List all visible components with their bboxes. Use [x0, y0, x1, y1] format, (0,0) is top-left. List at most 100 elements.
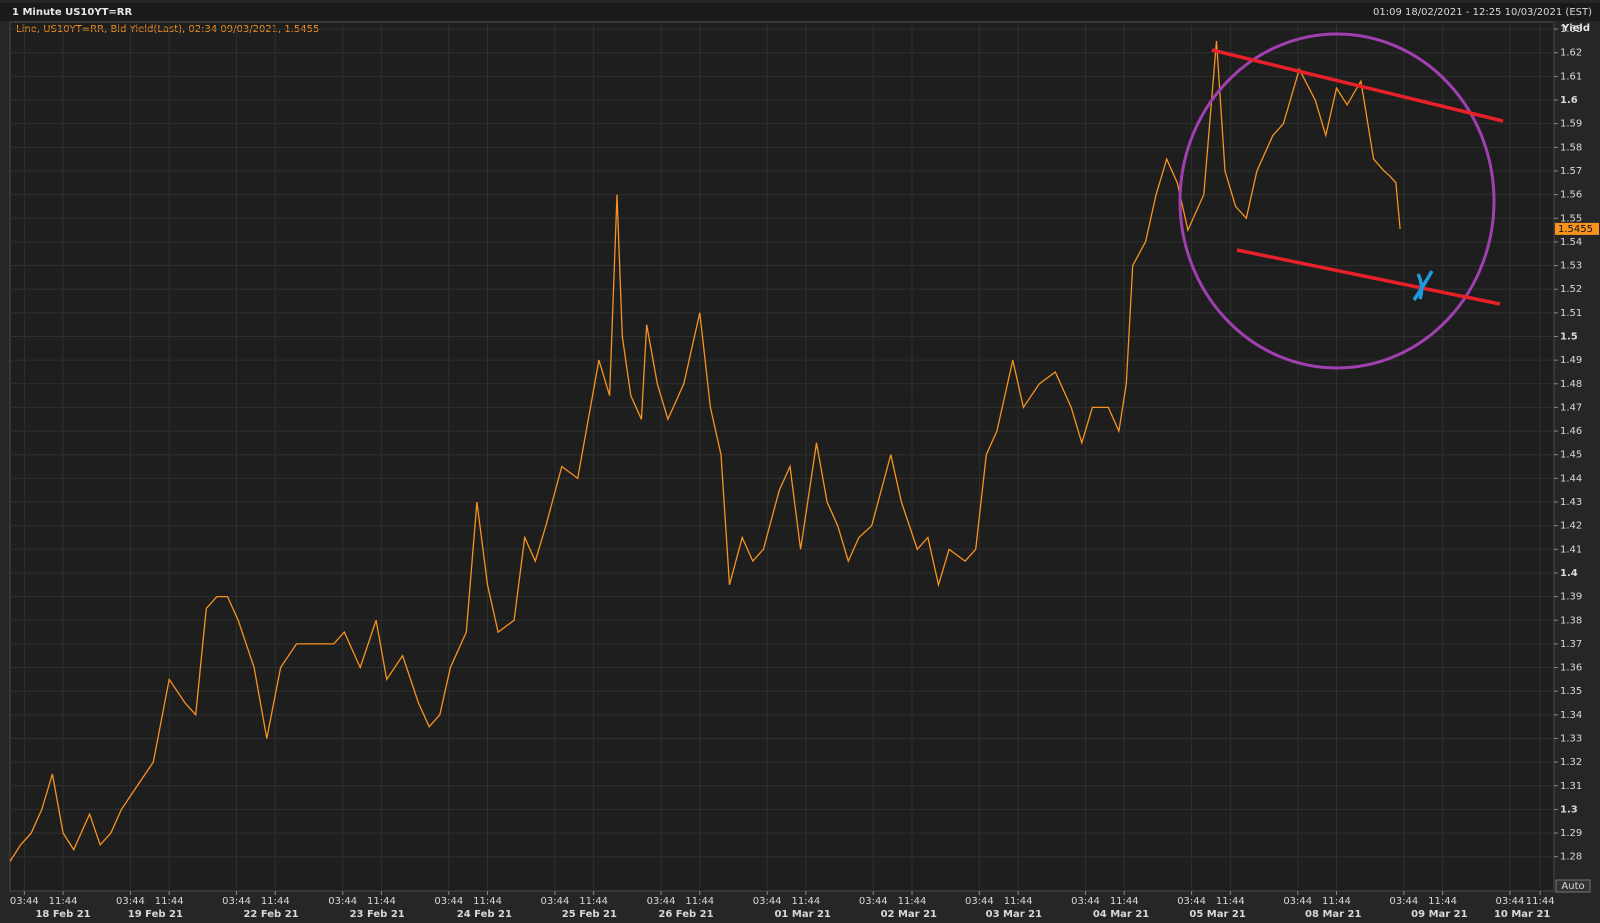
- x-tick-label: 03:44: [859, 896, 888, 907]
- y-tick-label: 1.42: [1560, 521, 1582, 532]
- y-tick-label: 1.38: [1560, 615, 1582, 626]
- date-label: 04 Mar 21: [1093, 909, 1149, 920]
- date-label: 05 Mar 21: [1189, 909, 1245, 920]
- x-tick-label: 11:44: [155, 896, 184, 907]
- series: [9, 40, 1401, 862]
- date-label: 24 Feb 21: [457, 909, 512, 920]
- date-label: 02 Mar 21: [881, 909, 937, 920]
- last-value-tag: [1555, 222, 1599, 235]
- y-tick-label: 1.29: [1560, 828, 1582, 839]
- trend-line: [1236, 248, 1501, 306]
- y-tick-label: 1.55: [1560, 213, 1582, 224]
- y-tick-label: 1.43: [1560, 497, 1582, 508]
- y-tick-label: 1.34: [1560, 710, 1582, 721]
- last-value-label: 1.5455: [1558, 224, 1593, 235]
- y-tick-label: 1.47: [1560, 402, 1582, 413]
- x-tick-label: 11:44: [1216, 896, 1245, 907]
- annotations: [1178, 32, 1504, 370]
- date-label: 25 Feb 21: [562, 909, 617, 920]
- y-tick-label: 1.3: [1560, 804, 1578, 815]
- y-axis-label: Yield: [1561, 23, 1590, 34]
- x-tick-label: 03:44: [328, 896, 357, 907]
- x-tick-label: 11:44: [367, 896, 396, 907]
- y-tick-label: 1.57: [1560, 166, 1582, 177]
- y-tick-label: 1.39: [1560, 592, 1582, 603]
- y-tick-label: 1.6: [1560, 95, 1578, 106]
- circle-annotation: [1178, 32, 1496, 370]
- x-tick-label: 03:44: [1177, 896, 1206, 907]
- x-tick-label: 11:44: [1428, 896, 1457, 907]
- x-tick-label: 11:44: [473, 896, 502, 907]
- x-tick-label: 03:44: [10, 896, 39, 907]
- y-tick-label: 1.35: [1560, 686, 1582, 697]
- y-tick-label: 1.5: [1560, 331, 1578, 342]
- date-label: 09 Mar 21: [1411, 909, 1467, 920]
- y-tick-label: 1.28: [1560, 852, 1582, 863]
- x-tick-label: 03:44: [965, 896, 994, 907]
- x-tick-label: 11:44: [579, 896, 608, 907]
- date-label: 26 Feb 21: [658, 909, 713, 920]
- date-label: 10 Mar 21: [1494, 909, 1550, 920]
- y-tick-label: 1.53: [1560, 261, 1582, 272]
- x-tick-label: 03:44: [1283, 896, 1312, 907]
- auto-button[interactable]: [1555, 879, 1591, 893]
- plot-area: [9, 21, 1555, 892]
- date-label: 18 Feb 21: [35, 909, 90, 920]
- date-label: 01 Mar 21: [774, 909, 830, 920]
- y-tick-label: 1.59: [1560, 119, 1582, 130]
- line-series: [9, 40, 1401, 862]
- x-tick-label: 11:44: [261, 896, 290, 907]
- x-tick-label: 03:44: [540, 896, 569, 907]
- x-tick-label: 11:44: [1110, 896, 1139, 907]
- y-tick-label: 1.37: [1560, 639, 1582, 650]
- y-tick-label: 1.31: [1560, 781, 1582, 792]
- x-tick-label: 11:44: [1322, 896, 1351, 907]
- auto-button-label[interactable]: Auto: [1561, 881, 1584, 892]
- x-tick-label: 11:44: [1004, 896, 1033, 907]
- y-tick-label: 1.44: [1560, 473, 1582, 484]
- y-tick-label: 1.49: [1560, 355, 1582, 366]
- x-tick-label: 11:44: [49, 896, 78, 907]
- y-tick-label: 1.63: [1560, 24, 1582, 35]
- x-tick-label: 11:44: [685, 896, 714, 907]
- x-tick-label: 03:44: [1071, 896, 1100, 907]
- date-label: 22 Feb 21: [243, 909, 298, 920]
- time-range: 01:09 18/02/2021 - 12:25 10/03/2021 (EST…: [1373, 7, 1592, 18]
- trend-line: [1211, 48, 1504, 123]
- x-tick-label: 03:44: [1496, 896, 1525, 907]
- date-label: 08 Mar 21: [1305, 909, 1361, 920]
- x-tick-label: 03:44: [116, 896, 145, 907]
- y-tick-label: 1.41: [1560, 544, 1582, 555]
- y-tick-label: 1.48: [1560, 379, 1582, 390]
- y-tick-label: 1.54: [1560, 237, 1582, 248]
- y-tick-label: 1.52: [1560, 284, 1582, 295]
- date-label: 19 Feb 21: [128, 909, 183, 920]
- y-tick-label: 1.46: [1560, 426, 1582, 437]
- x-tick-label: 03:44: [222, 896, 251, 907]
- y-tick-label: 1.62: [1560, 48, 1582, 59]
- x-tick-label: 03:44: [753, 896, 782, 907]
- x-marker: [1412, 270, 1434, 301]
- x-tick-label: 03:44: [434, 896, 463, 907]
- x-tick-label: 11:44: [898, 896, 927, 907]
- header-bar: [0, 3, 1600, 21]
- y-tick-label: 1.58: [1560, 142, 1582, 153]
- grid: [10, 22, 1554, 891]
- y-tick-label: 1.61: [1560, 71, 1582, 82]
- y-tick-label: 1.4: [1560, 568, 1578, 579]
- y-tick-label: 1.33: [1560, 733, 1582, 744]
- x-tick-label: 11:44: [1526, 896, 1555, 907]
- x-tick-label: 03:44: [647, 896, 676, 907]
- x-tick-label: 11:44: [791, 896, 820, 907]
- date-label: 03 Mar 21: [986, 909, 1042, 920]
- y-tick-label: 1.36: [1560, 663, 1582, 674]
- date-label: 23 Feb 21: [350, 909, 405, 920]
- x-tick-label: 03:44: [1389, 896, 1418, 907]
- y-tick-label: 1.51: [1560, 308, 1582, 319]
- chart-title: 1 Minute US10YT=RR: [12, 7, 132, 18]
- y-tick-label: 1.32: [1560, 757, 1582, 768]
- y-tick-label: 1.56: [1560, 190, 1582, 201]
- y-tick-label: 1.45: [1560, 450, 1582, 461]
